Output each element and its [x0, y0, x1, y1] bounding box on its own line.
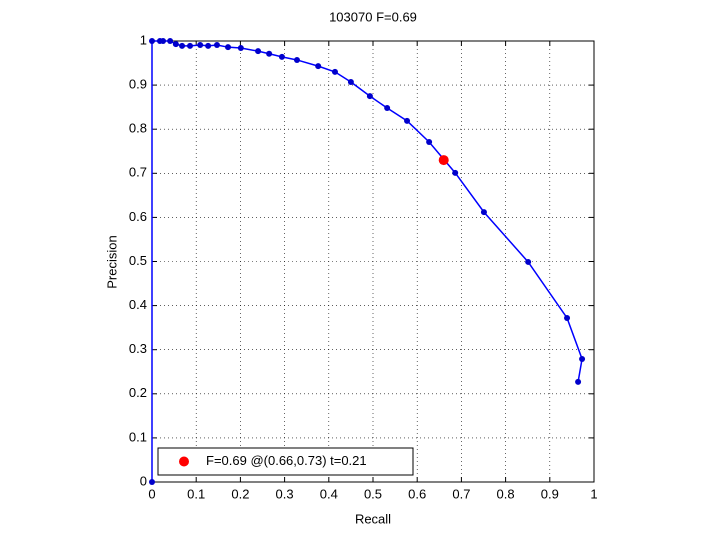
- y-tick-label: 0.3: [129, 341, 147, 356]
- x-axis-label: Recall: [355, 511, 391, 526]
- x-tick-label: 0.3: [276, 486, 294, 501]
- f-point: [438, 155, 449, 166]
- x-tick-label: 0.5: [364, 486, 382, 501]
- x-tick-label: 0.1: [187, 486, 205, 501]
- x-tick-label: 1: [590, 486, 597, 501]
- x-tick-label: 0.4: [320, 486, 338, 501]
- legend-label: F=0.69 @(0.66,0.73) t=0.21: [206, 453, 367, 468]
- point: [278, 53, 285, 60]
- point: [187, 42, 194, 49]
- point: [480, 209, 487, 216]
- point: [179, 42, 186, 49]
- point: [525, 258, 532, 265]
- legend-marker: [179, 456, 189, 467]
- point: [197, 41, 204, 48]
- y-tick-label: 0.7: [129, 165, 147, 180]
- point: [384, 105, 391, 112]
- point: [404, 117, 411, 124]
- point: [579, 355, 586, 362]
- y-tick-label: 0.5: [129, 253, 147, 268]
- y-tick-label: 1: [140, 32, 147, 47]
- point: [315, 63, 322, 70]
- y-tick-label: 0: [140, 473, 147, 488]
- x-tick-label: 0: [148, 486, 155, 501]
- point: [225, 44, 232, 51]
- y-axis-label: Precision: [104, 235, 119, 288]
- y-tick-label: 0.1: [129, 429, 147, 444]
- y-tick-label: 0.4: [129, 297, 147, 312]
- y-tick-label: 0.9: [129, 77, 147, 92]
- point: [366, 93, 373, 100]
- chart-title: 103070 F=0.69: [329, 9, 417, 24]
- x-tick-label: 0.2: [231, 486, 249, 501]
- point: [149, 479, 155, 485]
- legend-box: [157, 447, 414, 476]
- point: [237, 45, 244, 52]
- x-tick-label: 0.9: [541, 486, 559, 501]
- point: [160, 38, 167, 44]
- point: [331, 68, 338, 75]
- point: [564, 314, 571, 321]
- point: [167, 38, 174, 44]
- point: [266, 50, 273, 57]
- point: [149, 38, 155, 44]
- point: [347, 79, 354, 86]
- y-tick-label: 0.8: [129, 121, 147, 136]
- x-tick-label: 0.6: [408, 486, 426, 501]
- y-tick-label: 0.6: [129, 209, 147, 224]
- x-tick-label: 0.8: [497, 486, 515, 501]
- point: [575, 378, 582, 385]
- point: [452, 169, 459, 176]
- point: [426, 138, 433, 145]
- x-tick-label: 0.7: [452, 486, 470, 501]
- point: [213, 41, 220, 48]
- point: [205, 42, 212, 49]
- point: [293, 56, 300, 63]
- y-tick-label: 0.2: [129, 385, 147, 400]
- point: [255, 48, 262, 55]
- point: [172, 41, 179, 48]
